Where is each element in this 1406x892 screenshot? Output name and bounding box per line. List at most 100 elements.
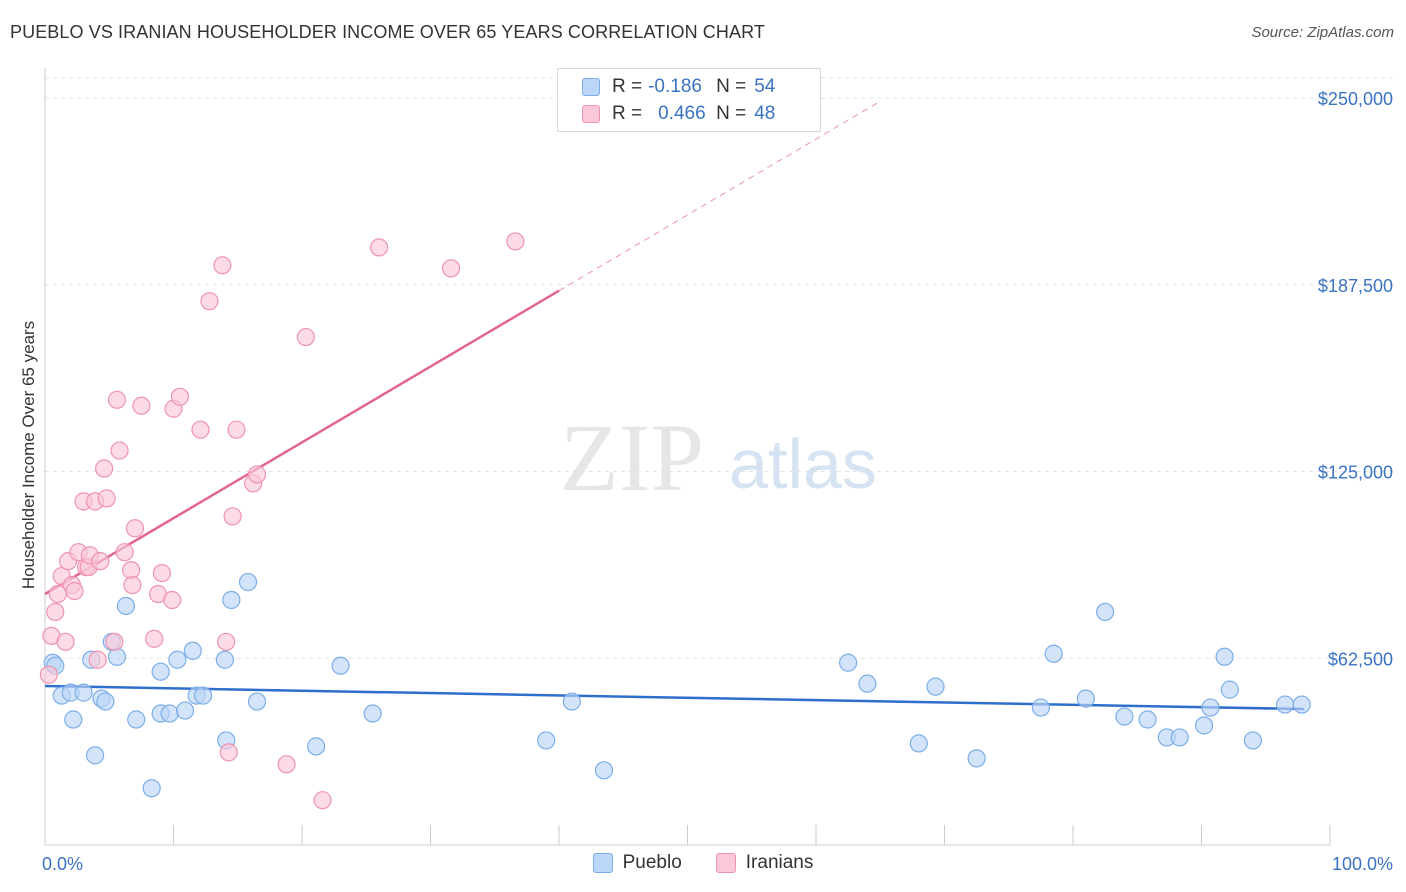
iranians-point	[200, 292, 219, 311]
legend-label-iranians: Iranians	[745, 852, 814, 873]
iranians-point	[219, 743, 238, 762]
n-label: N =	[716, 103, 747, 124]
pueblo-point	[839, 653, 858, 672]
pueblo-point	[858, 674, 877, 693]
iranian-trend-line	[44, 289, 560, 596]
iranians-point	[296, 327, 315, 347]
pueblo-swatch	[582, 78, 600, 96]
x-tick-label: 0.0%	[42, 854, 83, 874]
y-tick-label: $125,000	[1318, 463, 1393, 483]
iranians-point	[441, 259, 461, 278]
pueblo-point	[562, 692, 581, 711]
pueblo-point	[96, 692, 115, 711]
pueblo-point	[594, 761, 614, 780]
iranians-point	[46, 602, 65, 622]
pueblo-point	[64, 710, 83, 729]
iranians-point	[213, 256, 232, 275]
iranians-point	[163, 590, 182, 610]
n-label: N =	[716, 76, 747, 97]
iranians-point	[95, 459, 114, 478]
pueblo-point	[151, 662, 170, 681]
n-value: 54	[754, 76, 776, 97]
pueblo-point	[537, 731, 556, 750]
r-label: R =	[612, 103, 643, 124]
pueblo-point	[183, 641, 202, 660]
iranians-point	[217, 632, 236, 651]
pueblo-point	[1138, 710, 1157, 729]
pueblo-point	[1115, 707, 1134, 726]
iranians-point	[115, 543, 134, 562]
pueblo-point	[247, 692, 267, 711]
pueblo-point	[1170, 728, 1189, 747]
pueblo-point	[967, 749, 986, 768]
correlation-legend: R = -0.186 N = 54 R = 0.466 N = 48	[557, 68, 821, 132]
axes	[44, 68, 1331, 846]
trend-lines	[44, 100, 1305, 711]
legend-item-iranians: Iranians	[715, 852, 814, 874]
pueblo-point	[127, 710, 146, 729]
pueblo-point	[1194, 716, 1214, 735]
legend-item-pueblo: Pueblo	[592, 852, 682, 874]
watermark-atlas: atlas	[729, 425, 877, 503]
pueblo-point	[307, 737, 326, 756]
iranians-point	[125, 519, 145, 538]
chart-title: PUEBLO VS IRANIAN HOUSEHOLDER INCOME OVE…	[10, 22, 765, 42]
pueblo-point	[215, 650, 234, 669]
iranians-point	[97, 489, 116, 508]
pueblo-point	[1201, 698, 1220, 717]
iranians-point	[110, 441, 129, 460]
data-points	[39, 232, 1311, 810]
pueblo-point	[1243, 731, 1263, 750]
iranians-point	[107, 390, 127, 409]
iranians-point	[247, 465, 267, 484]
pueblo-point	[116, 596, 136, 616]
iranians-swatch	[582, 105, 600, 123]
pueblo-point	[222, 590, 241, 610]
y-tick-label: $250,000	[1318, 89, 1393, 109]
pueblo-point	[86, 746, 105, 765]
iranians-point	[227, 420, 246, 439]
watermark-zip: ZIP	[560, 404, 704, 511]
iranians-point	[91, 552, 110, 571]
pueblo-point	[1031, 698, 1050, 717]
pueblo-point	[107, 647, 127, 666]
pueblo-point	[926, 677, 945, 696]
y-tick-label: $62,500	[1328, 649, 1393, 669]
iranian-trend-extension	[558, 100, 881, 292]
pueblo-point	[363, 704, 382, 723]
pueblo-point	[160, 704, 179, 723]
pueblo-point	[175, 701, 195, 720]
pueblo-point	[1096, 602, 1115, 622]
iranians-point	[105, 632, 124, 651]
pueblo-point	[1215, 647, 1234, 666]
x-tick-label: 100.0%	[1332, 854, 1393, 874]
iranians-swatch	[715, 853, 736, 873]
iranians-point	[313, 791, 332, 810]
legend-row-iranians: R = 0.466 N = 48	[582, 102, 775, 126]
iranians-point	[152, 563, 172, 583]
pueblo-point	[238, 572, 258, 592]
y-tick-label: $187,500	[1318, 276, 1393, 296]
pueblo-point	[142, 779, 161, 798]
pueblo-swatch	[592, 853, 613, 873]
pueblo-trend-line	[44, 684, 1305, 711]
iranians-point	[170, 387, 190, 406]
pueblo-point	[1076, 689, 1095, 708]
iranians-point	[506, 232, 525, 251]
iranians-point	[39, 665, 58, 684]
tick-labels: $62,500 $125,000 $187,500 $250,000 0.0% 100.0…	[42, 89, 1393, 874]
series-legend: Pueblo Iranians	[0, 852, 1406, 874]
iranians-point	[191, 420, 210, 439]
watermark: ZIP atlas	[560, 404, 877, 511]
iranians-point	[56, 632, 75, 651]
n-value: 48	[754, 103, 776, 124]
pueblo-point	[1220, 680, 1239, 699]
iranians-point	[223, 507, 242, 526]
grid-lines	[45, 77, 1395, 659]
pueblo-point	[193, 686, 213, 705]
pueblo-point	[74, 683, 93, 702]
pueblo-point	[168, 650, 187, 669]
pueblo-point	[1292, 695, 1311, 714]
r-value: -0.186	[648, 76, 702, 97]
pueblo-point	[909, 734, 928, 753]
